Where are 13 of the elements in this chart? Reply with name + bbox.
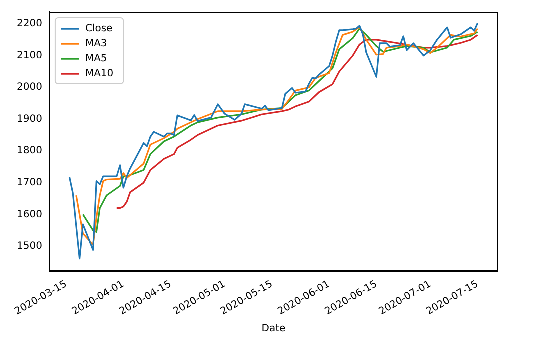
y-tick-label: 1500 [16,241,42,252]
y-tick-label: 1600 [16,209,42,220]
y-tick-label: 1800 [16,146,42,157]
y-tick-label: 2000 [16,82,42,94]
legend-label: Close [85,24,113,35]
y-tick-label: 1900 [16,114,42,125]
y-tick-label: 2200 [16,18,42,30]
y-tick-label: 1700 [16,178,42,189]
legend-label: MA3 [85,38,108,50]
legend-label: MA5 [85,54,108,65]
x-axis-title: Date [262,324,286,335]
y-tick-label: 2100 [16,50,42,62]
legend-label: MA10 [85,68,114,80]
